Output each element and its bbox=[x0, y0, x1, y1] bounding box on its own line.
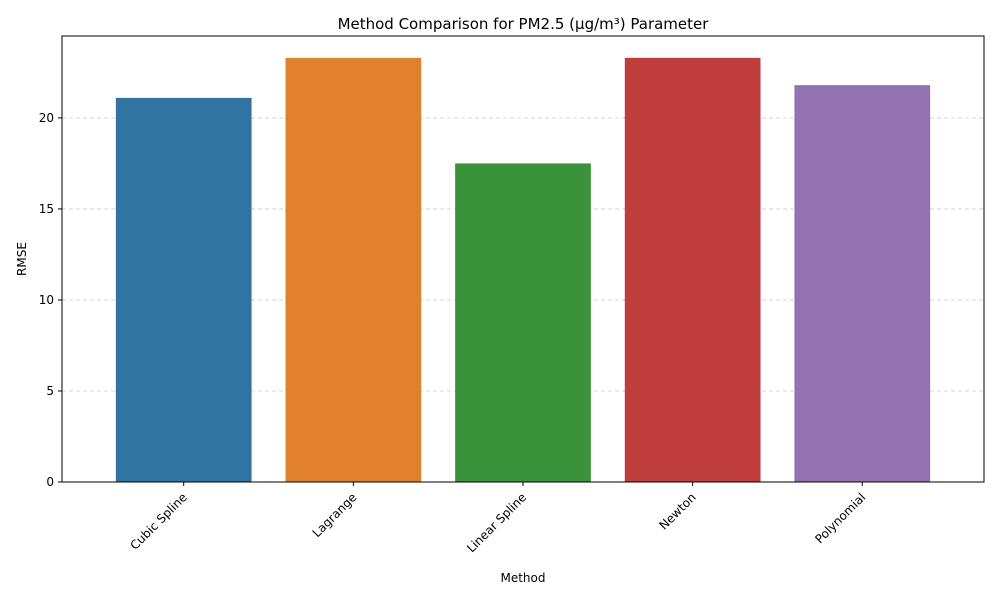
x-tick-label: Cubic Spline bbox=[127, 490, 189, 552]
y-axis-label: RMSE bbox=[15, 242, 29, 276]
bar-cubic-spline bbox=[115, 97, 252, 483]
y-tick-label: 20 bbox=[39, 111, 54, 125]
bar-newton bbox=[624, 57, 761, 482]
x-tick-label: Lagrange bbox=[310, 490, 360, 540]
x-tick-label: Linear Spline bbox=[464, 490, 529, 555]
chart-title: Method Comparison for PM2.5 (µg/m³) Para… bbox=[338, 15, 710, 33]
y-tick-label: 15 bbox=[39, 202, 54, 216]
y-axis-ticks: 0 5 10 15 20 bbox=[39, 111, 62, 489]
x-axis-ticks: Cubic Spline Lagrange Linear Spline Newton P… bbox=[127, 482, 868, 555]
bars bbox=[115, 57, 931, 483]
bar-linear-spline bbox=[455, 163, 591, 482]
y-tick-label: 10 bbox=[39, 293, 54, 307]
bar-polynomial bbox=[794, 85, 931, 482]
x-axis-label: Method bbox=[500, 571, 545, 585]
x-tick-label: Polynomial bbox=[812, 490, 868, 546]
y-tick-label: 0 bbox=[46, 475, 54, 489]
x-tick-label: Newton bbox=[656, 490, 698, 532]
bar-lagrange bbox=[285, 57, 422, 482]
y-tick-label: 5 bbox=[46, 384, 54, 398]
